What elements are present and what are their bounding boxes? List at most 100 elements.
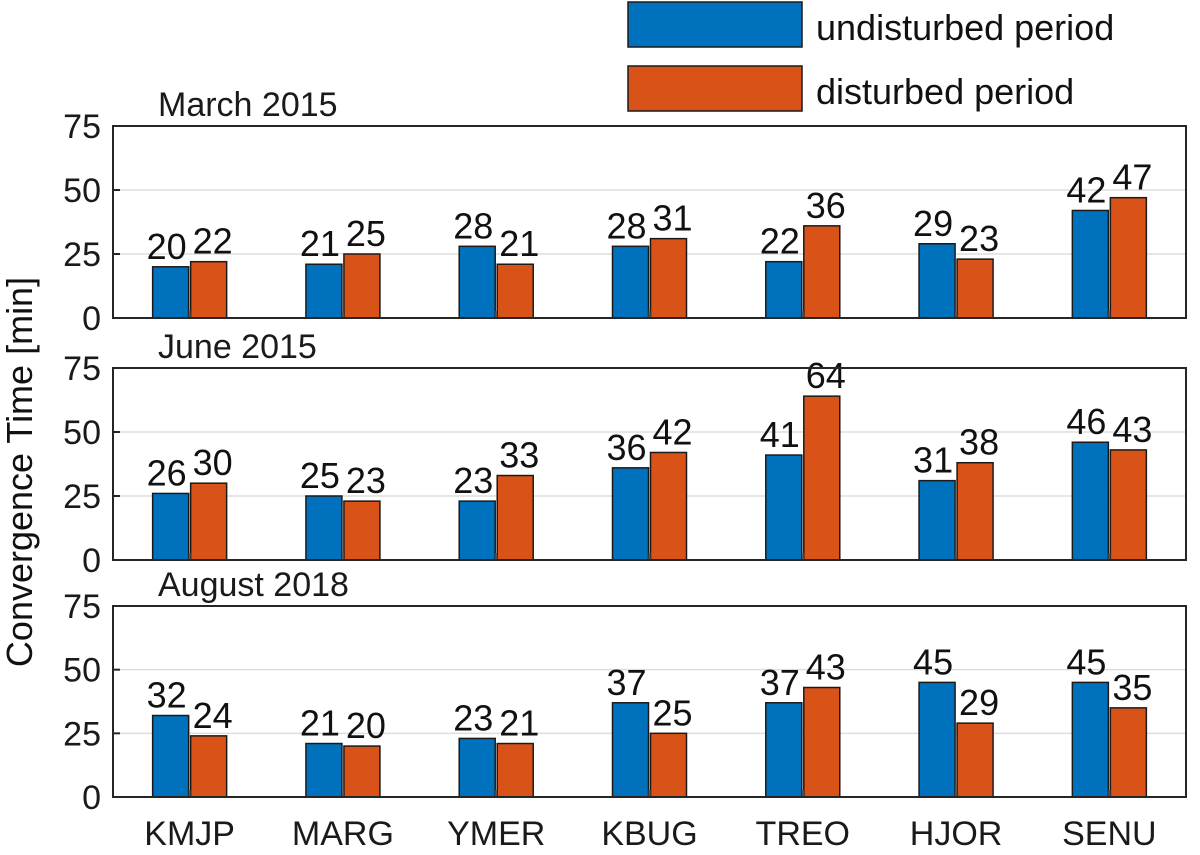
- y-tick-label: 0: [82, 779, 101, 817]
- data-label: 37: [606, 662, 646, 703]
- bar-disturbed-treo: [803, 686, 841, 798]
- y-tick-label: 25: [63, 715, 101, 753]
- bar-undisturbed-ymer: [458, 500, 496, 561]
- bar-disturbed-senu: [1109, 449, 1148, 561]
- bar-undisturbed-hjor: [918, 479, 956, 561]
- legend: undisturbed period disturbed period: [627, 1, 1114, 112]
- bar-disturbed-treo: [803, 395, 841, 561]
- data-label: 25: [652, 692, 692, 733]
- y-tick-label: 75: [63, 588, 101, 626]
- y-tick-label: 25: [63, 478, 101, 516]
- bar-disturbed-senu: [1109, 196, 1148, 319]
- data-label: 31: [652, 198, 692, 239]
- data-label: 23: [453, 697, 493, 738]
- panel-title: August 2018: [158, 566, 349, 604]
- data-label: 21: [300, 703, 340, 744]
- bar-disturbed-kbug: [649, 237, 688, 319]
- bar-undisturbed-senu: [1071, 441, 1110, 561]
- y-tick-label: 50: [63, 172, 101, 210]
- data-label: 25: [300, 455, 340, 496]
- bar-disturbed-kbug: [649, 451, 688, 561]
- data-label: 32: [147, 675, 187, 716]
- bar-disturbed-kmjp: [189, 260, 228, 319]
- bar-disturbed-ymer: [496, 742, 534, 798]
- data-label: 20: [147, 226, 187, 267]
- data-label: 43: [806, 646, 846, 687]
- data-label: 47: [1112, 157, 1152, 198]
- data-label: 23: [346, 460, 386, 501]
- panel-frame: [112, 605, 1187, 798]
- data-label: 28: [606, 205, 646, 246]
- bar-disturbed-senu: [1109, 707, 1148, 798]
- data-label: 42: [1066, 169, 1106, 210]
- bar-undisturbed-ymer: [458, 245, 496, 319]
- data-label: 38: [959, 422, 999, 463]
- data-label: 36: [606, 427, 646, 468]
- bar-undisturbed-kbug: [611, 245, 650, 319]
- bar-undisturbed-treo: [765, 702, 803, 798]
- data-label: 31: [913, 440, 953, 481]
- legend-label-disturbed: disturbed period: [816, 71, 1074, 112]
- bar-undisturbed-kmjp: [151, 492, 190, 561]
- data-label: 28: [453, 205, 493, 246]
- bar-undisturbed-treo: [765, 260, 803, 319]
- x-tick-label: KBUG: [601, 815, 697, 853]
- panel-frame: [112, 367, 1187, 561]
- y-tick-label: 50: [63, 414, 101, 452]
- data-label: 45: [1066, 641, 1106, 682]
- bar-disturbed-marg: [343, 500, 381, 561]
- bar-disturbed-ymer: [496, 474, 534, 561]
- y-tick-label: 75: [63, 350, 101, 388]
- y-tick-label: 50: [63, 652, 101, 690]
- data-label: 22: [760, 221, 800, 262]
- data-label: 41: [760, 414, 800, 455]
- bar-undisturbed-marg: [305, 742, 343, 798]
- y-tick-label: 75: [63, 108, 101, 146]
- y-tick-label: 25: [63, 236, 101, 274]
- bar-undisturbed-marg: [305, 495, 343, 561]
- data-label: 37: [760, 662, 800, 703]
- bar-undisturbed-senu: [1071, 209, 1110, 319]
- x-tick-label: KMJP: [144, 815, 235, 853]
- data-label: 21: [499, 223, 539, 264]
- legend-label-undisturbed: undisturbed period: [816, 7, 1114, 48]
- data-label: 35: [1112, 667, 1152, 708]
- panel-frame: [112, 125, 1187, 319]
- x-tick-label: MARG: [292, 815, 394, 853]
- bar-disturbed-hjor: [956, 258, 994, 319]
- data-label: 23: [959, 218, 999, 259]
- x-tick-label: TREO: [756, 815, 850, 853]
- bar-undisturbed-ymer: [458, 737, 496, 798]
- data-label: 29: [913, 203, 953, 244]
- data-label: 21: [300, 223, 340, 264]
- bar-disturbed-kmjp: [189, 482, 228, 561]
- data-label: 23: [453, 460, 493, 501]
- bar-disturbed-ymer: [496, 263, 534, 319]
- legend-swatch-disturbed: [627, 65, 803, 112]
- data-label: 45: [913, 641, 953, 682]
- bar-disturbed-kmjp: [189, 735, 228, 798]
- bar-undisturbed-hjor: [918, 681, 956, 798]
- data-label: 42: [652, 411, 692, 452]
- legend-swatch-undisturbed: [627, 1, 803, 48]
- data-label: 22: [193, 221, 233, 262]
- bar-undisturbed-treo: [765, 454, 803, 561]
- data-label: 33: [499, 435, 539, 476]
- y-tick-label: 0: [82, 542, 101, 580]
- y-axis-label: Convergence Time [min]: [0, 277, 40, 667]
- bar-disturbed-hjor: [956, 461, 994, 561]
- x-tick-label: HJOR: [910, 815, 1003, 853]
- x-tick-label: YMER: [447, 815, 545, 853]
- y-tick-label: 0: [82, 300, 101, 338]
- bar-disturbed-hjor: [956, 722, 994, 798]
- bar-undisturbed-kmjp: [151, 266, 190, 319]
- data-label: 29: [959, 682, 999, 723]
- data-label: 64: [806, 355, 846, 396]
- bar-disturbed-marg: [343, 745, 381, 798]
- data-label: 25: [346, 213, 386, 254]
- data-label: 24: [193, 695, 233, 736]
